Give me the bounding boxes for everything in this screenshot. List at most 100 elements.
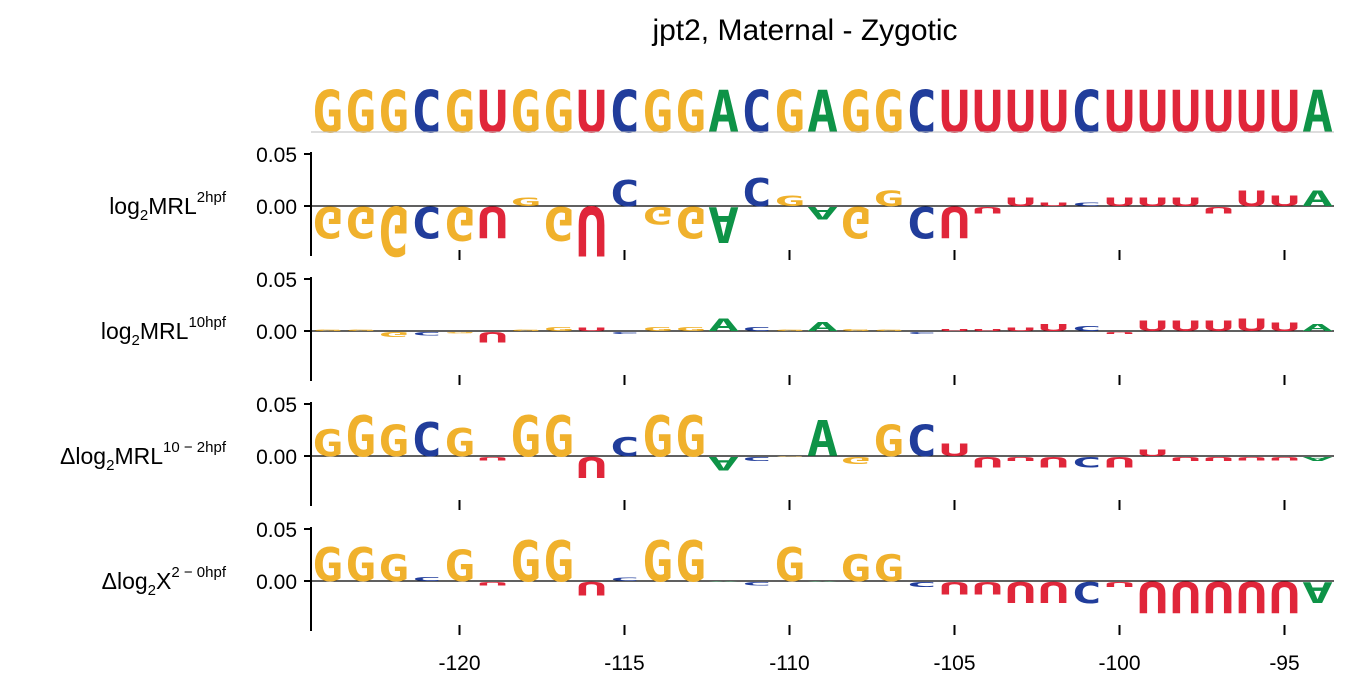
- svg-text:C: C: [741, 171, 772, 215]
- logo-letter: G: [312, 330, 343, 332]
- logo-letter-flipped: U: [1203, 456, 1234, 463]
- logo-letter: G: [378, 547, 409, 590]
- svg-text:U: U: [1005, 78, 1036, 145]
- logo-letter: G: [444, 421, 475, 465]
- svg-text:C: C: [741, 581, 772, 586]
- logo-letter: G: [345, 404, 376, 470]
- logo-letter-flipped: G: [543, 196, 574, 251]
- svg-text:G: G: [774, 456, 805, 457]
- logo-letter: G: [444, 542, 475, 591]
- logo-letter: G: [675, 326, 706, 333]
- svg-text:A: A: [708, 195, 739, 253]
- logo-letter: G: [642, 326, 673, 333]
- logo-letter-flipped: A: [708, 195, 739, 253]
- svg-text:U: U: [1005, 575, 1036, 608]
- logo-letter-flipped: A: [807, 203, 838, 223]
- logo-letter-flipped: G: [312, 196, 343, 245]
- logo-letter-flipped: U: [972, 578, 1003, 598]
- svg-text:A: A: [1302, 456, 1333, 463]
- svg-text:G: G: [840, 455, 871, 467]
- logo-letter: G: [543, 404, 574, 470]
- svg-text:G: G: [543, 196, 574, 251]
- logo-letter: G: [345, 330, 376, 332]
- svg-text:U: U: [939, 328, 970, 331]
- svg-text:A: A: [807, 410, 838, 468]
- logo-letter-flipped: U: [1038, 454, 1069, 470]
- svg-text:U: U: [1269, 456, 1300, 461]
- sequence-letter: G: [312, 78, 343, 145]
- svg-text:C: C: [411, 412, 442, 467]
- svg-text:U: U: [576, 327, 607, 332]
- svg-text:G: G: [675, 404, 706, 470]
- y-tick-label: 0.05: [256, 519, 297, 542]
- logo-letter: A: [807, 581, 838, 582]
- svg-text:G: G: [378, 190, 409, 269]
- svg-text:G: G: [378, 330, 409, 338]
- svg-text:G: G: [774, 78, 805, 145]
- sequence-letter: U: [1170, 78, 1201, 145]
- svg-text:G: G: [312, 196, 343, 245]
- svg-text:G: G: [312, 537, 343, 592]
- y-tick-label: 0.00: [256, 446, 297, 469]
- svg-text:A: A: [708, 452, 739, 473]
- logo-letter: C: [741, 326, 772, 333]
- svg-text:G: G: [510, 78, 541, 145]
- logo-letter-flipped: G: [444, 332, 475, 334]
- logo-letter: U: [972, 328, 1003, 331]
- svg-text:G: G: [675, 529, 706, 595]
- svg-text:A: A: [708, 316, 739, 336]
- logo-letter: U: [1137, 448, 1168, 458]
- logo-letter: U: [1038, 202, 1069, 207]
- svg-text:A: A: [1302, 322, 1333, 334]
- logo-letter: G: [675, 529, 706, 595]
- logo-letter: C: [906, 417, 937, 466]
- svg-text:U: U: [1236, 456, 1267, 461]
- svg-text:C: C: [741, 326, 772, 333]
- sequence-letter: U: [1269, 78, 1300, 145]
- sequence-letter: U: [972, 78, 1003, 145]
- sequence-letter: G: [345, 78, 376, 145]
- logo-letter: A: [708, 316, 739, 336]
- svg-text:C: C: [609, 577, 640, 582]
- svg-text:U: U: [1269, 78, 1300, 145]
- sequence-letter: U: [1236, 78, 1267, 145]
- y-tick-label: 0.05: [256, 144, 297, 167]
- sequence-letter: U: [1104, 78, 1135, 145]
- svg-text:U: U: [477, 196, 508, 245]
- sequence-letter: G: [675, 78, 706, 145]
- x-tick-label: -110: [769, 652, 809, 675]
- sequence-letter: U: [477, 78, 508, 145]
- y-tick-label: 0.00: [256, 196, 297, 219]
- logo-letter-flipped: U: [576, 190, 607, 269]
- svg-text:U: U: [1170, 571, 1201, 620]
- logo-letter: G: [378, 417, 409, 466]
- svg-text:U: U: [939, 578, 970, 598]
- svg-text:U: U: [1203, 205, 1234, 215]
- svg-text:C: C: [741, 456, 772, 463]
- sequence-letter: C: [741, 78, 772, 145]
- svg-text:G: G: [378, 78, 409, 145]
- logo-letter: U: [1038, 322, 1069, 334]
- svg-text:U: U: [1038, 454, 1069, 470]
- logo-letter: A: [1302, 187, 1333, 212]
- svg-text:U: U: [1203, 78, 1234, 145]
- svg-text:A: A: [807, 319, 839, 334]
- x-tick-label: -105: [933, 652, 975, 675]
- sequence-letter: A: [1302, 78, 1333, 145]
- logo-letter: U: [1170, 318, 1201, 334]
- x-tick-label: -120: [438, 652, 480, 675]
- logo-letter-flipped: U: [1137, 571, 1168, 620]
- logo-letter: U: [576, 327, 607, 332]
- logo-letter-flipped: U: [939, 196, 970, 245]
- svg-text:G: G: [510, 195, 541, 208]
- svg-text:C: C: [741, 78, 772, 145]
- svg-text:U: U: [972, 578, 1003, 598]
- sequence-letter: G: [510, 78, 541, 145]
- svg-text:A: A: [807, 78, 838, 145]
- sequence-letter: G: [873, 78, 904, 145]
- logo-letter-flipped: U: [576, 577, 607, 598]
- logo-letter: G: [510, 195, 541, 208]
- logo-letter: G: [510, 404, 541, 470]
- logo-letter-flipped: U: [1104, 454, 1135, 470]
